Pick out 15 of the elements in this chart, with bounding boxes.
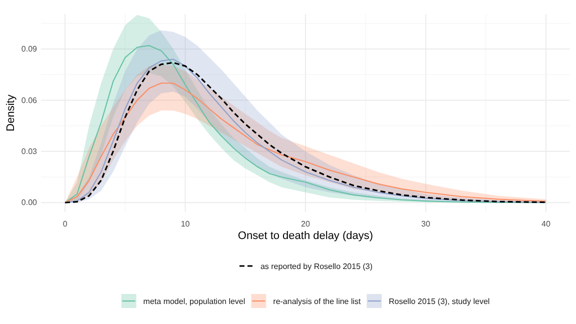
x-tick-label: 0 <box>62 220 68 229</box>
legend-label: as reported by Rosello 2015 (3) <box>260 262 373 271</box>
legend-label: meta model, population level <box>143 297 246 306</box>
legend-label: Rosello 2015 (3), study level <box>388 297 490 306</box>
y-tick-label: 0.00 <box>21 198 38 208</box>
x-axis-title: Onset to death delay (days) <box>238 230 374 242</box>
legend-label: re-analysis of the line list <box>273 297 362 306</box>
y-tick-label: 0.03 <box>21 146 38 156</box>
y-tick-label: 0.09 <box>21 44 38 54</box>
x-tick-label: 20 <box>301 220 310 229</box>
y-axis-title: Density <box>5 94 17 132</box>
y-tick-label: 0.06 <box>21 96 38 105</box>
x-tick-label: 30 <box>421 220 431 229</box>
x-tick-label: 10 <box>180 220 190 229</box>
x-tick-label: 40 <box>542 220 551 229</box>
